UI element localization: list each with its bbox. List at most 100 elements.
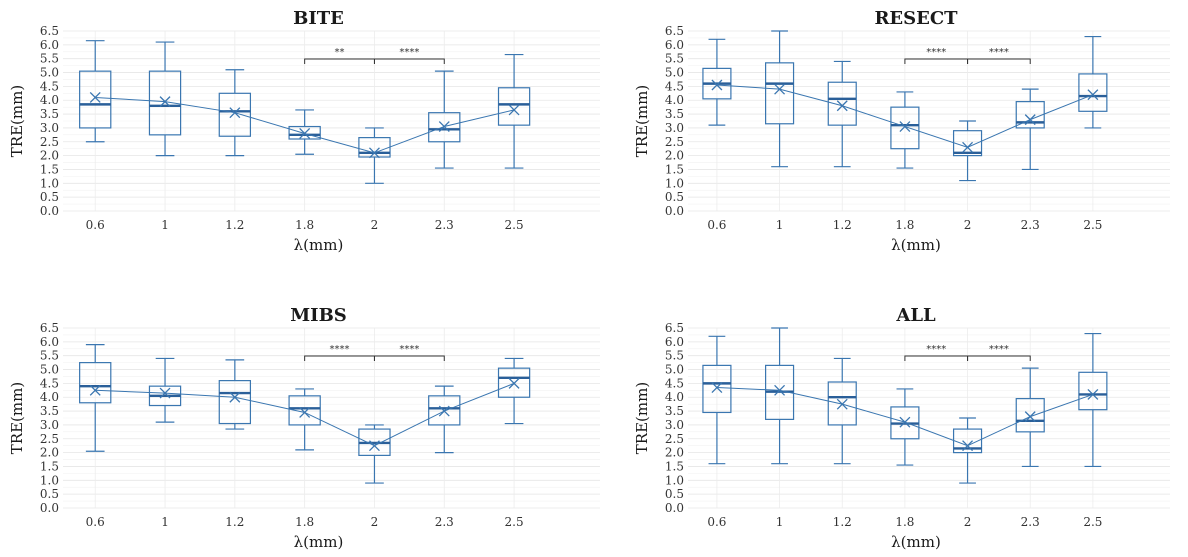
chart-panel-bite: 0.00.51.01.52.02.53.03.54.04.55.05.56.06… (8, 8, 600, 254)
y-tick-label: 4.0 (665, 390, 684, 404)
bracket-line (967, 58, 1031, 64)
significance-bracket: **** (967, 47, 1031, 64)
y-axis-label: TRE(mm) (8, 85, 26, 157)
mean-marker-stroke (899, 121, 911, 132)
y-tick-label: 3.5 (40, 404, 59, 418)
mean-marker-stroke (1024, 114, 1036, 126)
significance-label: **** (926, 47, 946, 58)
mean-marker (89, 92, 101, 103)
mean-marker (774, 83, 786, 95)
x-tick-label: 1.8 (295, 218, 314, 232)
chart-title: ALL (895, 305, 936, 326)
y-tick-label: 1.5 (40, 459, 59, 473)
bracket-line (373, 355, 445, 361)
y-tick-label: 6.0 (40, 335, 59, 349)
mean-marker-stroke (229, 391, 241, 403)
y-tick-label: 6.0 (665, 38, 684, 52)
y-tick-label: 6.0 (665, 335, 684, 349)
chart-title: MIBS (290, 305, 347, 326)
box-iqr (288, 125, 321, 140)
y-tick-label: 4.0 (665, 93, 684, 107)
mean-marker (438, 121, 450, 132)
x-tick-label: 2.5 (1083, 515, 1102, 529)
mean-marker (89, 384, 101, 396)
mean-marker-stroke (836, 100, 848, 112)
x-tick-label: 0.6 (707, 218, 726, 232)
x-axis-label: λ(mm) (294, 533, 344, 551)
y-tick-label: 1.0 (40, 176, 59, 190)
mean-marker-stroke (711, 79, 723, 91)
box-2.5 (1078, 35, 1108, 129)
x-tick-label: 2 (964, 515, 972, 529)
y-tick-label: 5.5 (40, 52, 59, 66)
mean-marker-stroke (962, 440, 974, 452)
x-tick-label: 2 (371, 218, 379, 232)
box-0.6 (702, 38, 732, 126)
mean-marker-stroke (159, 387, 171, 399)
box-iqr (428, 112, 461, 143)
box-2.5 (497, 357, 531, 425)
mean-marker (836, 398, 848, 410)
mean-marker-stroke (438, 121, 450, 132)
y-tick-label: 6.5 (665, 321, 684, 335)
x-tick-label: 1.2 (225, 218, 244, 232)
box-iqr (827, 81, 857, 126)
mean-marker (1024, 411, 1036, 423)
mean-marker (438, 405, 450, 417)
y-tick-label: 2.0 (665, 149, 684, 163)
x-tick-label: 1.8 (295, 515, 314, 529)
mean-marker-stroke (508, 377, 520, 389)
mean-marker (899, 416, 911, 428)
y-tick-label: 2.0 (40, 446, 59, 460)
y-tick-label: 4.5 (665, 376, 684, 390)
box-2.5 (1078, 332, 1108, 468)
y-tick-label: 2.5 (665, 135, 684, 149)
mean-marker-stroke (369, 440, 380, 452)
mean-marker-stroke (89, 384, 101, 396)
significance-bracket: **** (904, 344, 969, 361)
box-1.2 (827, 357, 857, 465)
mean-marker (1087, 389, 1099, 400)
mean-marker (229, 107, 241, 119)
bracket-line (967, 355, 1031, 361)
mean-marker-stroke (508, 104, 520, 116)
mean-marker (369, 147, 380, 159)
box-iqr (890, 106, 920, 150)
x-tick-label: 2.5 (505, 515, 524, 529)
mean-marker-stroke (299, 128, 311, 139)
box-1 (148, 41, 182, 157)
y-tick-label: 3.5 (665, 404, 684, 418)
chart-title: BITE (293, 8, 344, 29)
significance-bracket: **** (904, 47, 969, 64)
y-tick-label: 6.5 (665, 24, 684, 38)
y-axis-label: TRE(mm) (8, 382, 26, 454)
y-tick-label: 5.0 (665, 66, 684, 80)
y-tick-label: 3.0 (665, 121, 684, 135)
mean-marker-stroke (1087, 89, 1099, 101)
box-1.8 (890, 91, 920, 169)
mean-marker (899, 121, 911, 132)
box-2.3 (1015, 88, 1045, 171)
y-tick-label: 5.5 (665, 349, 684, 363)
mean-marker (1024, 114, 1036, 126)
mean-marker-stroke (89, 92, 101, 103)
x-tick-label: 1.2 (833, 515, 852, 529)
box-iqr (1078, 371, 1108, 411)
significance-label: **** (330, 344, 350, 355)
mean-marker (836, 100, 848, 112)
y-tick-label: 3.0 (40, 121, 59, 135)
y-tick-label: 0.0 (665, 501, 684, 515)
y-axis-label: TRE(mm) (633, 382, 651, 454)
bracket-line (904, 355, 969, 361)
box-iqr (497, 87, 531, 126)
y-tick-label: 2.0 (40, 149, 59, 163)
box-2.5 (497, 53, 531, 169)
box-iqr (288, 395, 321, 426)
y-tick-label: 0.0 (665, 204, 684, 218)
mean-marker-stroke (711, 382, 723, 393)
mean-marker (229, 391, 241, 403)
x-tick-label: 1.2 (225, 515, 244, 529)
mean-marker-stroke (159, 96, 171, 108)
box-1 (148, 357, 182, 423)
x-tick-label: 2.3 (1021, 218, 1040, 232)
